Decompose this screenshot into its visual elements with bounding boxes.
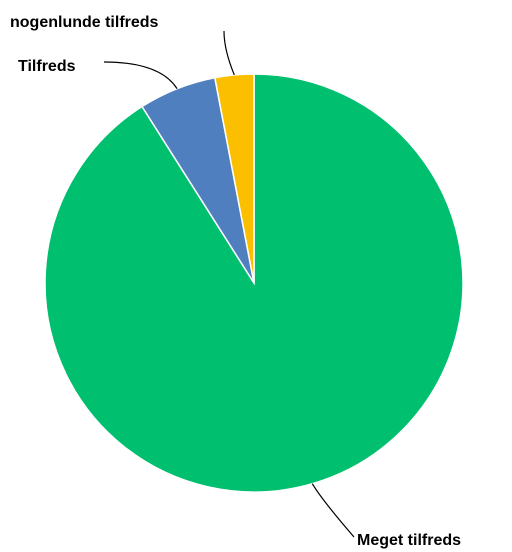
slice-label-nogenlunde-tilfreds: nogenlunde tilfreds — [10, 14, 159, 31]
leader-line-tilfreds — [103, 61, 178, 90]
slice-label-tilfreds: Tilfreds — [18, 58, 76, 75]
leader-line-meget-tilfreds — [311, 483, 355, 538]
label-leader-lines — [103, 30, 355, 538]
slice-labels: Meget tilfreds Tilfreds nogenlunde tilfr… — [10, 14, 461, 549]
slice-label-meget-tilfreds: Meget tilfreds — [357, 532, 461, 549]
leader-line-nogenlunde-tilfreds — [223, 30, 235, 76]
pie-slices — [44, 73, 464, 493]
